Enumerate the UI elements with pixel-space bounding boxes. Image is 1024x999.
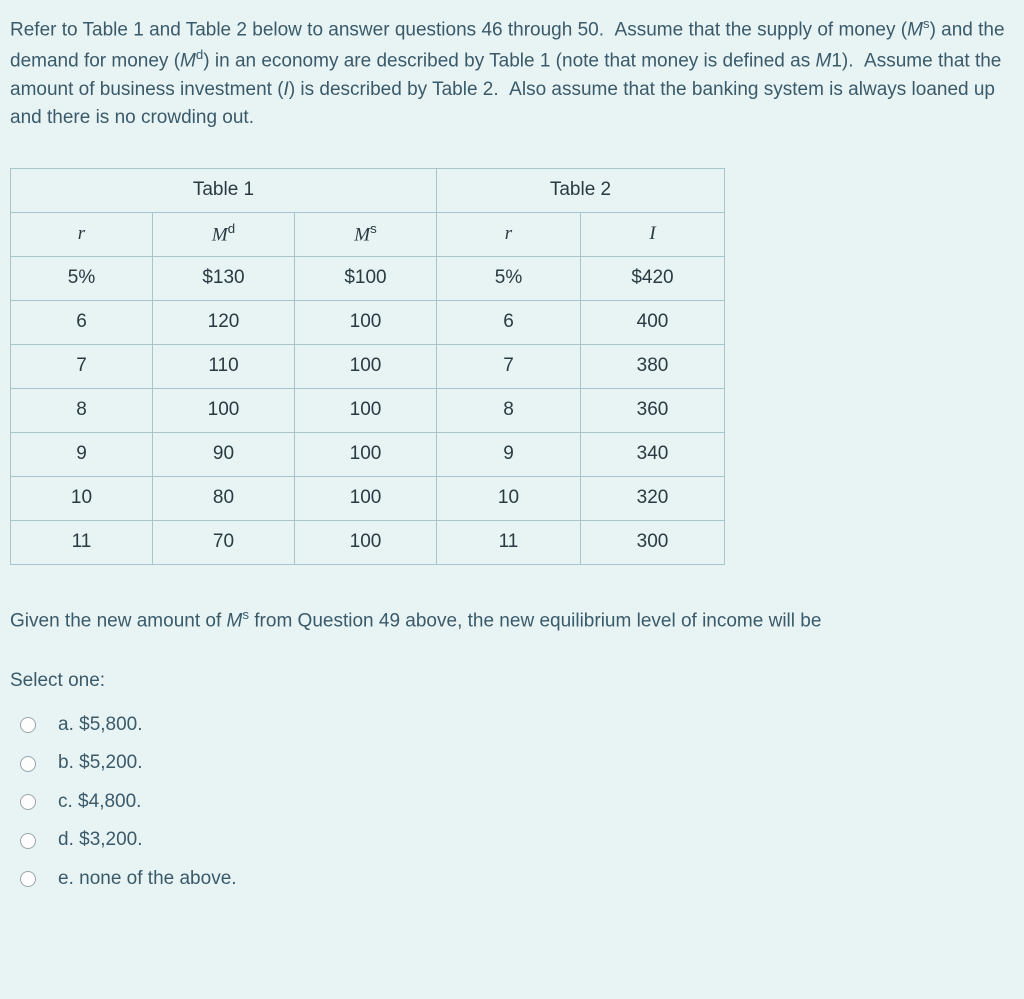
- table-cell: 120: [153, 300, 295, 344]
- table-cell: 11: [437, 520, 581, 564]
- option-label: e. none of the above.: [58, 865, 237, 894]
- table-cell: 10: [437, 476, 581, 520]
- table-cell: 70: [153, 520, 295, 564]
- table-cell: 6: [437, 300, 581, 344]
- col-r2: r: [437, 212, 581, 256]
- table-cell: 8: [437, 388, 581, 432]
- option-label: b. $5,200.: [58, 749, 143, 778]
- table-cell: 100: [295, 300, 437, 344]
- table-cell: 5%: [437, 256, 581, 300]
- table-cell: $420: [581, 256, 725, 300]
- table2-title: Table 2: [437, 168, 725, 212]
- table-cell: 100: [295, 476, 437, 520]
- col-ms: Ms: [295, 212, 437, 256]
- table-cell: 100: [295, 520, 437, 564]
- table-cell: 400: [581, 300, 725, 344]
- table-cell: 380: [581, 344, 725, 388]
- table-cell: 80: [153, 476, 295, 520]
- table-cell: 5%: [11, 256, 153, 300]
- table-row: 5%$130$1005%$420: [11, 256, 725, 300]
- table-cell: 9: [11, 432, 153, 476]
- table-cell: 320: [581, 476, 725, 520]
- radio-a[interactable]: [20, 717, 36, 733]
- radio-e[interactable]: [20, 871, 36, 887]
- table-cell: 100: [295, 344, 437, 388]
- table-cell: $130: [153, 256, 295, 300]
- col-md: Md: [153, 212, 295, 256]
- radio-c[interactable]: [20, 794, 36, 810]
- table-cell: 100: [153, 388, 295, 432]
- table-cell: 110: [153, 344, 295, 388]
- option-d[interactable]: d. $3,200.: [10, 821, 1014, 860]
- table-cell: 340: [581, 432, 725, 476]
- table-row: 108010010320: [11, 476, 725, 520]
- question-text: Given the new amount of Ms from Question…: [10, 605, 1014, 636]
- table-cell: 90: [153, 432, 295, 476]
- table-cell: 7: [437, 344, 581, 388]
- table-row: 71101007380: [11, 344, 725, 388]
- table-cell: 10: [11, 476, 153, 520]
- intro-text: Refer to Table 1 and Table 2 below to an…: [10, 14, 1014, 133]
- options-list: a. $5,800. b. $5,200. c. $4,800. d. $3,200.…: [10, 706, 1014, 899]
- table-cell: 300: [581, 520, 725, 564]
- col-i: I: [581, 212, 725, 256]
- option-label: c. $4,800.: [58, 788, 141, 817]
- option-label: d. $3,200.: [58, 826, 143, 855]
- option-e[interactable]: e. none of the above.: [10, 860, 1014, 899]
- table-cell: 8: [11, 388, 153, 432]
- option-a[interactable]: a. $5,800.: [10, 706, 1014, 745]
- table-cell: 100: [295, 388, 437, 432]
- option-label: a. $5,800.: [58, 711, 143, 740]
- data-table: Table 1 Table 2 r Md Ms r I 5%$130$1005%…: [10, 168, 725, 565]
- table-cell: 360: [581, 388, 725, 432]
- select-one-label: Select one:: [10, 667, 1014, 696]
- table-row: 61201006400: [11, 300, 725, 344]
- col-r1: r: [11, 212, 153, 256]
- radio-d[interactable]: [20, 833, 36, 849]
- table-header-row: r Md Ms r I: [11, 212, 725, 256]
- table-cell: 7: [11, 344, 153, 388]
- table-row: 81001008360: [11, 388, 725, 432]
- table-title-row: Table 1 Table 2: [11, 168, 725, 212]
- option-b[interactable]: b. $5,200.: [10, 744, 1014, 783]
- radio-b[interactable]: [20, 756, 36, 772]
- table-cell: 100: [295, 432, 437, 476]
- table-cell: 11: [11, 520, 153, 564]
- table-row: 9901009340: [11, 432, 725, 476]
- table1-title: Table 1: [11, 168, 437, 212]
- table-cell: 9: [437, 432, 581, 476]
- table-cell: 6: [11, 300, 153, 344]
- option-c[interactable]: c. $4,800.: [10, 783, 1014, 822]
- table-cell: $100: [295, 256, 437, 300]
- table-row: 117010011300: [11, 520, 725, 564]
